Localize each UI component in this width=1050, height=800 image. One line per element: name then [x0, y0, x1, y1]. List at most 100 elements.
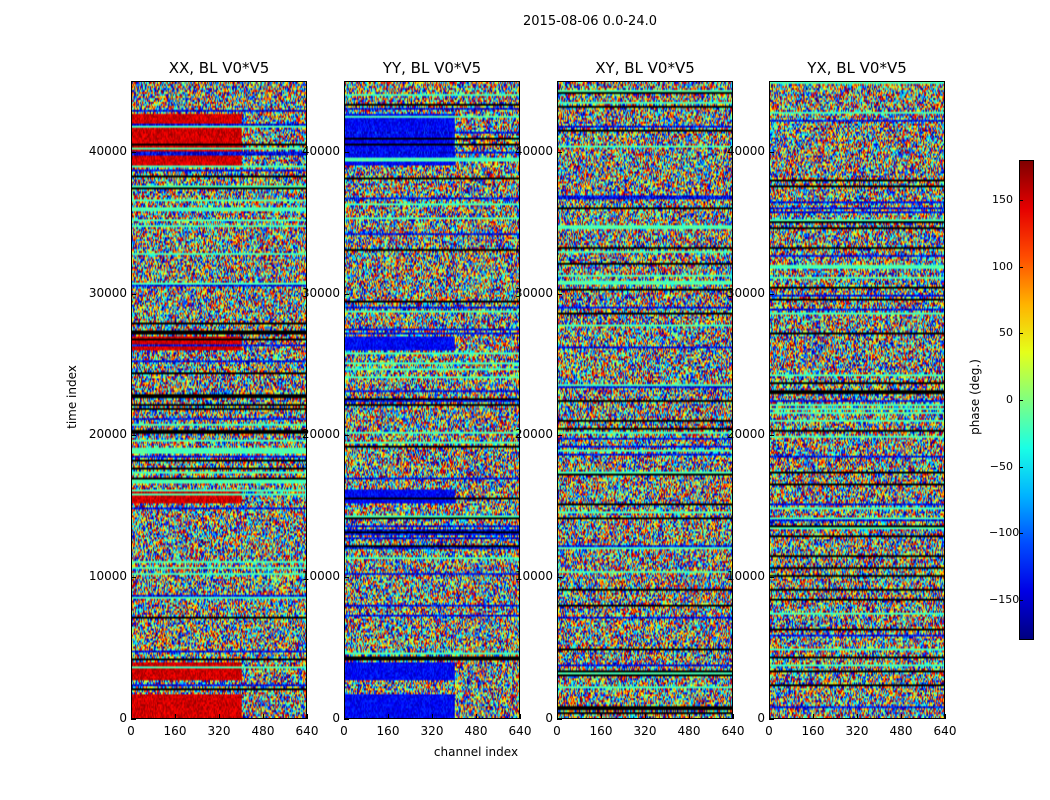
x-tick-mark: [857, 714, 858, 719]
x-tick-mark: [945, 714, 946, 719]
x-tick-label: 0: [340, 724, 348, 738]
heatmap-panel-3: [769, 81, 945, 719]
x-tick-mark: [307, 714, 308, 719]
y-tick-mark: [769, 151, 774, 153]
y-tick-mark: [557, 435, 562, 437]
y-tick-mark: [131, 151, 136, 153]
panel-title-3: YX, BL V0*V5: [807, 59, 907, 77]
x-tick-mark: [557, 714, 558, 719]
x-tick-label: 160: [801, 724, 825, 738]
x-tick-label: 640: [508, 724, 532, 738]
y-tick-mark: [557, 293, 562, 295]
heatmap-canvas-3: [770, 82, 944, 718]
colorbar-tick-mark: [1019, 466, 1023, 468]
panel-title-1: YY, BL V0*V5: [382, 59, 482, 77]
y-tick-label: 10000: [88, 569, 127, 584]
y-tick-label: 30000: [88, 285, 127, 300]
heatmap-canvas-2: [558, 82, 732, 718]
heatmap-panel-2: [557, 81, 733, 719]
y-tick-mark: [131, 577, 136, 579]
colorbar-tick-label: −100: [989, 526, 1020, 540]
x-tick-label: 160: [376, 724, 400, 738]
colorbar-tick-label: 50: [999, 326, 1013, 340]
y-tick-label: 40000: [88, 143, 127, 158]
colorbar-tick-mark: [1019, 333, 1023, 335]
x-tick-mark: [476, 714, 477, 719]
colorbar-tick-mark: [1019, 200, 1023, 201]
x-tick-mark: [645, 714, 646, 719]
figure-title: 2015-08-06 0.0-24.0: [523, 14, 657, 29]
y-tick-mark: [131, 293, 136, 295]
heatmap-canvas-0: [132, 82, 306, 718]
colorbar-tick-mark: [1019, 400, 1023, 401]
heatmap-panel-1: [344, 81, 520, 719]
x-tick-mark: [219, 714, 220, 719]
x-tick-label: 0: [553, 724, 561, 738]
x-tick-mark: [689, 714, 690, 719]
colorbar-tick-mark: [1019, 533, 1023, 535]
x-tick-mark: [520, 714, 521, 719]
colorbar-tick-mark: [1019, 266, 1023, 268]
x-tick-label: 320: [845, 724, 869, 738]
y-tick-mark: [769, 577, 774, 579]
y-tick-label: 20000: [514, 427, 553, 442]
x-tick-label: 480: [889, 724, 913, 738]
heatmap-panel-0: [131, 81, 307, 719]
x-tick-label: 160: [589, 724, 613, 738]
y-tick-label: 0: [119, 711, 127, 725]
x-tick-label: 320: [207, 724, 231, 738]
y-tick-label: 30000: [514, 285, 553, 300]
y-tick-label: 10000: [514, 569, 553, 584]
y-tick-mark: [557, 577, 562, 579]
x-tick-label: 480: [677, 724, 701, 738]
x-tick-mark: [263, 714, 264, 719]
x-tick-mark: [769, 714, 770, 719]
y-tick-mark: [344, 151, 349, 153]
y-tick-mark: [769, 719, 774, 720]
y-tick-label: 30000: [301, 285, 340, 300]
colorbar-tick-label: 150: [992, 193, 1013, 206]
colorbar-tick-label: 100: [992, 259, 1013, 273]
x-tick-label: 320: [420, 724, 444, 738]
x-tick-mark: [131, 714, 132, 719]
y-tick-label: 10000: [301, 569, 340, 584]
x-tick-mark: [601, 714, 602, 719]
x-tick-mark: [901, 714, 902, 719]
y-tick-label: 0: [545, 711, 553, 725]
y-tick-label: 40000: [301, 143, 340, 158]
x-tick-label: 0: [127, 724, 135, 738]
x-tick-label: 640: [721, 724, 745, 738]
y-tick-mark: [344, 577, 349, 579]
y-tick-mark: [344, 719, 349, 720]
y-tick-mark: [557, 151, 562, 153]
y-tick-mark: [557, 719, 562, 720]
y-tick-mark: [769, 435, 774, 437]
x-tick-label: 480: [251, 724, 275, 738]
x-tick-label: 160: [163, 724, 187, 738]
x-axis-label: channel index: [433, 745, 519, 759]
colorbar-tick-label: −50: [989, 459, 1013, 473]
x-tick-mark: [388, 714, 389, 719]
colorbar-tick-mark: [1019, 600, 1023, 601]
y-tick-mark: [344, 293, 349, 295]
y-tick-label: 20000: [301, 427, 340, 442]
y-tick-label: 10000: [726, 569, 765, 584]
y-axis-label: time index: [65, 365, 79, 429]
x-tick-mark: [733, 714, 734, 719]
y-tick-label: 40000: [726, 143, 765, 158]
y-tick-label: 20000: [88, 427, 127, 442]
colorbar-tick-label: 0: [1006, 393, 1013, 406]
x-tick-label: 320: [633, 724, 657, 738]
y-tick-mark: [344, 435, 349, 437]
y-tick-mark: [131, 435, 136, 437]
x-tick-mark: [344, 714, 345, 719]
y-tick-label: 20000: [726, 427, 765, 442]
x-tick-label: 640: [933, 724, 957, 738]
x-tick-mark: [813, 714, 814, 719]
y-tick-mark: [769, 293, 774, 295]
colorbar-tick-label: −150: [989, 593, 1020, 606]
x-tick-label: 640: [295, 724, 319, 738]
x-tick-mark: [175, 714, 176, 719]
x-tick-mark: [432, 714, 433, 719]
panel-title-0: XX, BL V0*V5: [168, 59, 270, 77]
